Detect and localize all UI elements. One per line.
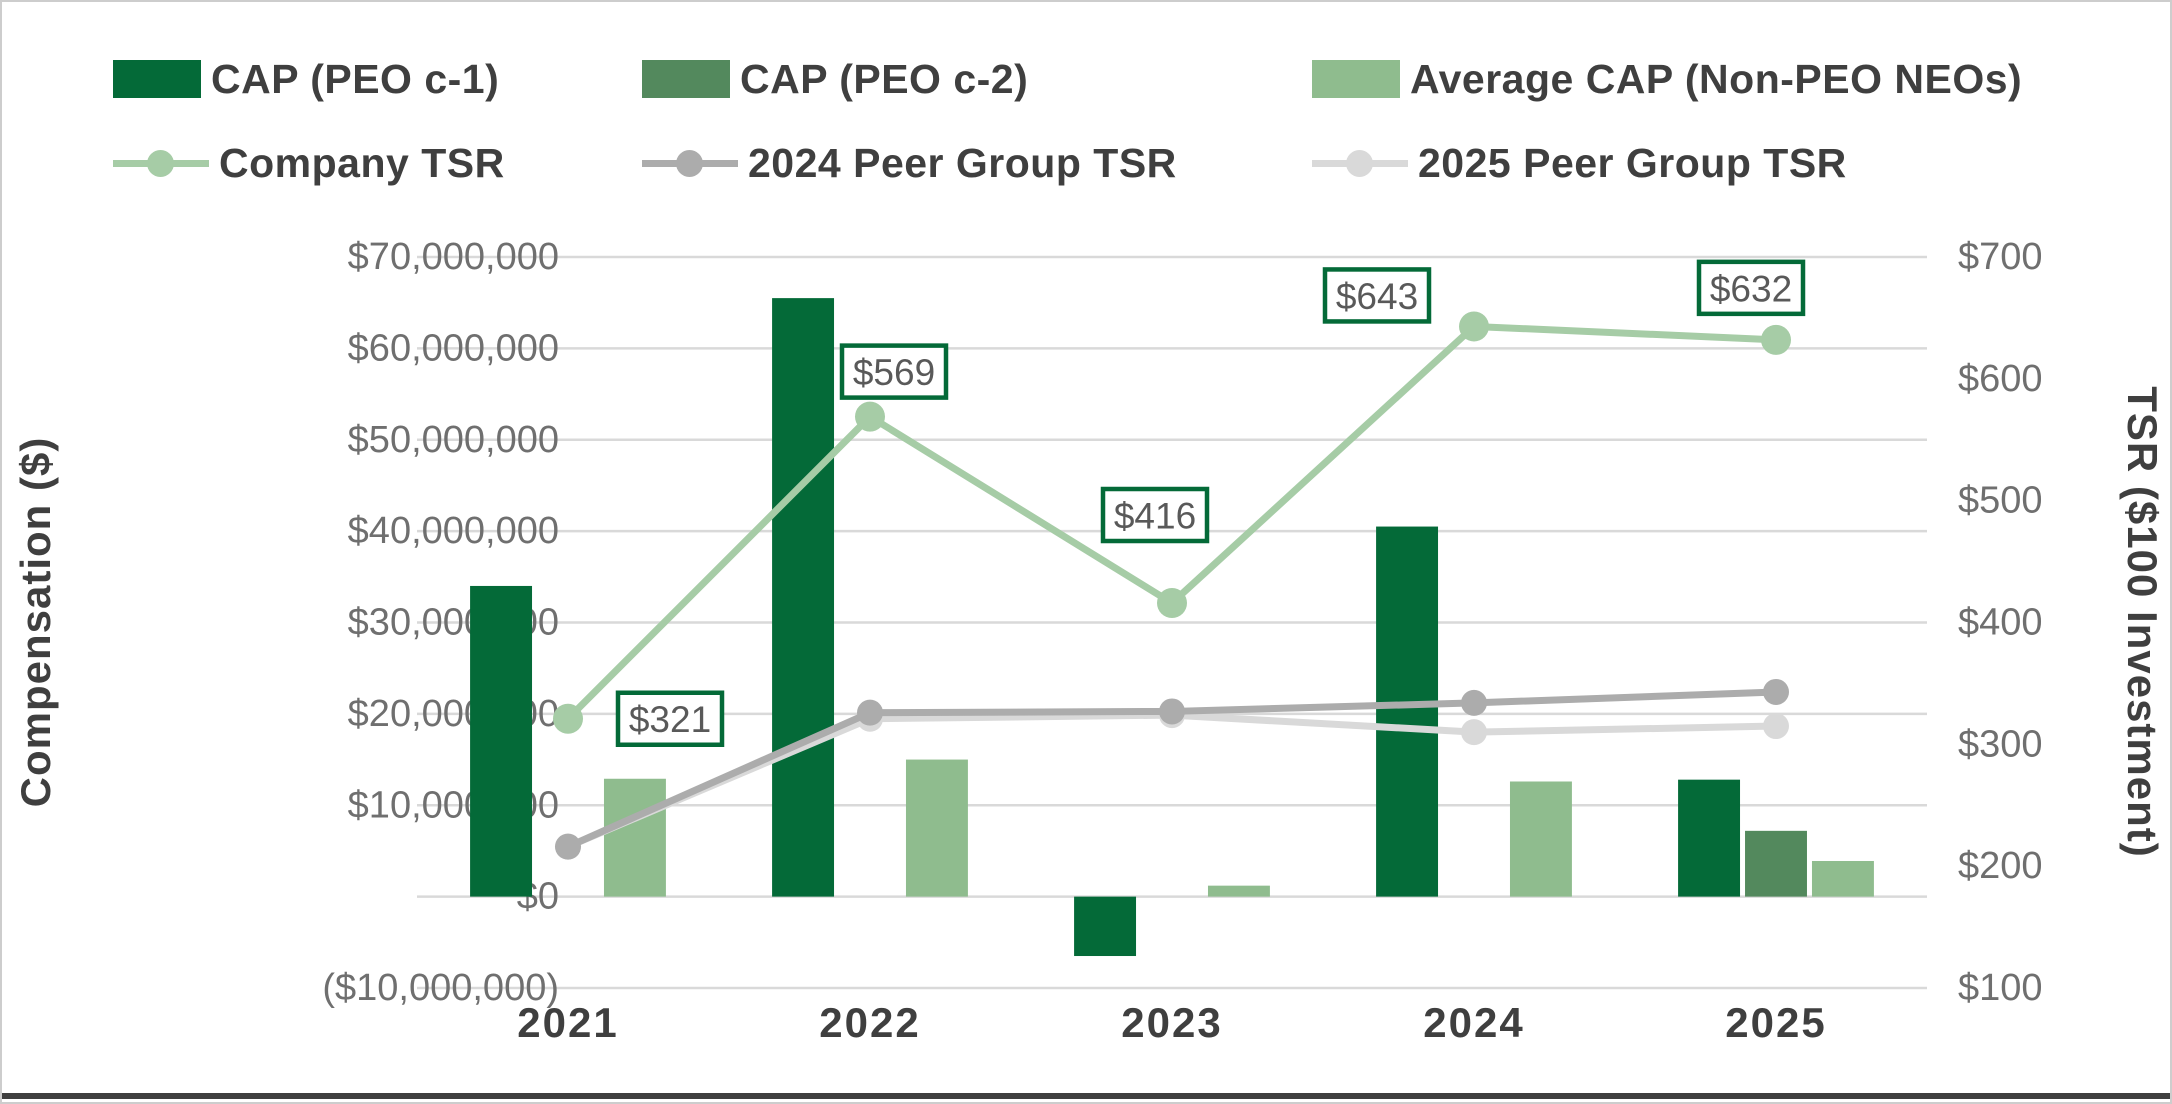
legend-swatch-cap-peo-c1-icon [113,60,201,98]
legend-item-average-cap: Average CAP (Non-PEO NEOs) [1312,56,2022,102]
left-axis-tick-label: ($10,000,000) [322,967,559,1009]
legend-label-average-cap: Average CAP (Non-PEO NEOs) [1410,55,2023,102]
point-label-text: $632 [1710,268,1792,309]
marker-2024-peer-group-tsr [857,699,883,726]
left-axis-tick-label: $40,000,000 [348,510,559,552]
line-2025-peer-group-tsr [564,711,1780,851]
point-label-box [839,343,949,400]
bar-cap-peo-c-1- [1074,896,1137,957]
x-axis-category-label: 2022 [819,999,920,1046]
right-axis-tick-label: $400 [1958,602,2043,644]
x-axis-category-label: 2024 [1423,999,1524,1046]
legend-line-marker-company-tsr-icon [113,143,209,183]
marker-2024-peer-group-tsr [1763,678,1789,705]
marker-company-tsr [553,703,583,734]
legend-line-marker-2024-peer-tsr-icon [642,143,738,183]
right-axis-tick-label: $600 [1958,358,2043,400]
left-axis-tick-label: $70,000,000 [348,236,559,278]
legend-label-company-tsr: Company TSR [219,139,505,186]
page-bottom-rule [2,1093,2170,1099]
bar-average-cap-non-peo-neos- [905,759,968,897]
legend-label-cap-peo-c2: CAP (PEO c-2) [740,55,1029,102]
right-axis-tick-label: $700 [1958,236,2043,278]
legend-label-cap-peo-c1: CAP (PEO c-1) [211,55,500,102]
right-axis-tick-label: $300 [1958,723,2043,765]
marker-company-tsr [855,401,885,432]
marker-2025-peer-group-tsr [1763,713,1789,740]
bar-average-cap-non-peo-neos- [1509,781,1572,897]
legend-swatch-average-cap-icon [1312,60,1400,98]
x-axis-category-label: 2023 [1121,999,1222,1046]
right-axis-tick-label: $100 [1958,967,2043,1009]
legend-item-2024-peer-tsr: 2024 Peer Group TSR [642,140,1177,186]
legend-line-marker-2025-peer-tsr-icon [1312,143,1408,183]
right-axis-tick-label: $500 [1958,480,2043,522]
point-label-box [1696,259,1806,317]
bar-cap-peo-c-1- [1678,779,1741,897]
marker-2024-peer-group-tsr [555,833,581,860]
marker-2024-peer-group-tsr [1461,689,1487,716]
bar-cap-peo-c-1- [772,298,835,897]
legend-item-company-tsr: Company TSR [113,140,505,186]
marker-company-tsr [1157,588,1187,619]
left-axis-tick-label: $60,000,000 [348,327,559,369]
right-axis-title: TSR ($100 Investment) [2119,386,2166,857]
x-axis-category-label: 2025 [1725,999,1826,1046]
left-axis-tick-label: $50,000,000 [348,419,559,461]
marker-company-tsr [1459,311,1489,342]
point-label-text: $416 [1114,496,1196,537]
bar-average-cap-non-peo-neos- [1207,885,1270,897]
left-axis-title: Compensation ($) [12,437,59,808]
bar-cap-peo-c-2- [1745,830,1807,897]
marker-2025-peer-group-tsr [1461,719,1487,746]
point-label-box [615,690,725,747]
legend-label-2024-peer-tsr: 2024 Peer Group TSR [748,139,1177,186]
point-label-box [1322,267,1432,324]
legend-label-2025-peer-tsr: 2025 Peer Group TSR [1418,139,1847,186]
right-axis-tick-label: $200 [1958,845,2043,887]
bar-cap-peo-c-1- [1376,526,1439,897]
point-label-text: $321 [629,699,711,740]
bar-cap-peo-c-1- [470,585,533,897]
legend-item-2025-peer-tsr: 2025 Peer Group TSR [1312,140,1847,186]
marker-2024-peer-group-tsr [1159,698,1185,725]
x-axis-category-label: 2021 [517,999,618,1046]
legend-item-cap-peo-c1: CAP (PEO c-1) [113,56,499,102]
marker-company-tsr [1761,324,1791,355]
legend-swatch-cap-peo-c2-icon [642,60,730,98]
bar-average-cap-non-peo-neos- [603,778,666,897]
legend-item-cap-peo-c2: CAP (PEO c-2) [642,56,1028,102]
point-label-text: $569 [853,352,935,393]
point-label-box [1100,486,1210,544]
point-label-text: $643 [1336,276,1418,317]
bar-average-cap-non-peo-neos- [1811,860,1874,897]
